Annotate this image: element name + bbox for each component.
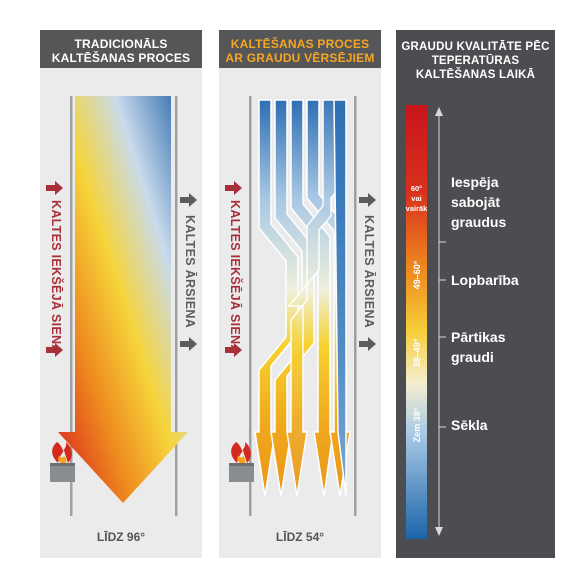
panel1-title-line1: TRADICIONĀLS: [74, 37, 168, 51]
panel2-title-line2: AR GRAUDU VĒRSĒJIEM: [225, 51, 375, 65]
scale-range-below-38: Zem 38°: [412, 407, 422, 443]
axis-up-arrow-icon: [435, 107, 443, 116]
quality-label-food-grain-line2: graudi: [451, 349, 494, 365]
panel1-inner-wall-label: KALTES IEKŠĒJĀ SIENA: [49, 200, 63, 354]
inner-wall-arrow-top: [46, 181, 63, 195]
grain-channel-1: [254, 99, 299, 497]
grain-channel-5: [286, 99, 347, 497]
panel1-max-temp: LĪDZ 96°: [96, 530, 146, 544]
panel1-outer-wall-label: KALTES ĀRSIENA: [183, 215, 197, 329]
inner-wall-arrow-bottom: [225, 343, 242, 357]
quality-label-food-grain-line1: Pārtikas: [451, 329, 506, 345]
inner-wall-arrow-bottom: [46, 343, 63, 357]
scale-top-temp: 60° vai vairāk: [405, 184, 428, 214]
quality-scale-graphic: [406, 105, 446, 539]
grain-channel-6: [333, 99, 347, 497]
panel2-inner-wall-label: KALTES IEKŠĒJĀ SIENA: [228, 200, 242, 354]
turner-drying-graphic: [219, 30, 381, 516]
outer-wall-arrow-top: [180, 193, 197, 207]
grain-temperature-flow: [58, 96, 188, 503]
scale-top-temp-value: 60°: [410, 184, 423, 193]
quality-label-food-grain: Pārtikas graudi: [451, 327, 505, 367]
axis-down-arrow-icon: [435, 527, 443, 536]
quality-label-damage-line1: Iespēja: [451, 174, 499, 190]
temperature-color-scale: [406, 105, 427, 539]
panel3-title-line3: KALTĒŠANAS LAIKĀ: [415, 69, 536, 81]
quality-label-seed: Sēkla: [451, 417, 488, 433]
turner-drying-panel: KALTĒŠANAS PROCES AR GRAUDU VĒRSĒJIEM KA…: [219, 30, 381, 558]
burner-icon: [229, 442, 254, 482]
panel3-title-line2: TEPERATŪRAS: [431, 55, 520, 67]
scale-top-temp-or: vai: [411, 194, 422, 203]
quality-label-damage-line2: sabojāt: [451, 194, 501, 210]
outer-wall-arrow-bottom: [180, 337, 197, 351]
outer-wall-arrow-bottom: [359, 337, 376, 351]
quality-label-feed: Lopbarība: [451, 272, 519, 288]
scale-range-38-49: 38–49°: [412, 338, 422, 368]
quality-label-damage-line3: graudus: [451, 214, 507, 230]
quality-label-damage: Iespēja sabojāt graudus: [451, 172, 506, 232]
panel1-title-line2: KALTĒŠANAS PROCES: [51, 51, 191, 65]
traditional-drying-graphic: [40, 30, 202, 516]
panel2-max-temp: LĪDZ 54°: [275, 530, 325, 544]
scale-range-49-60: 49–60°: [412, 260, 422, 290]
outer-wall-arrow-top: [359, 193, 376, 207]
traditional-drying-panel: TRADICIONĀLS KALTĒŠANAS PROCES KALTES IE…: [40, 30, 202, 558]
inner-wall-arrow-top: [225, 181, 242, 195]
burner-icon: [50, 442, 75, 482]
grain-quality-panel: GRAUDU KVALITĀTE PĒC TEPERATŪRAS KALTĒŠA…: [396, 30, 555, 558]
panel2-title-line1: KALTĒŠANAS PROCES: [230, 37, 370, 51]
scale-top-temp-more: vairāk: [405, 204, 428, 213]
panel2-outer-wall-label: KALTES ĀRSIENA: [362, 215, 376, 329]
panel3-title-line1: GRAUDU KVALITĀTE PĒC: [401, 41, 550, 53]
